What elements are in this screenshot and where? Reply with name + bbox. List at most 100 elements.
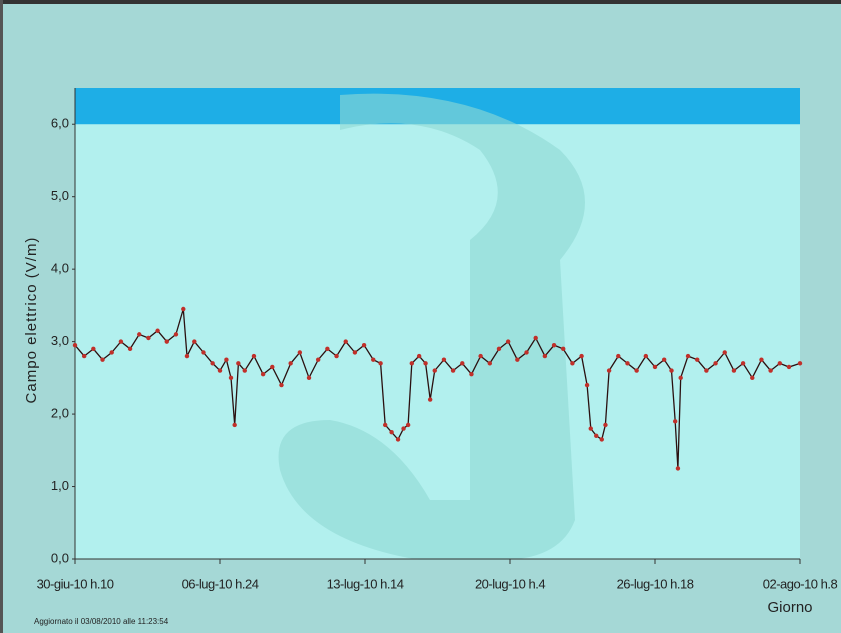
data-point [542,353,548,359]
y-tick-label: 3,0 [51,333,69,348]
data-point [181,306,186,312]
data-point [100,357,105,362]
data-point [260,372,266,377]
footer: Aggiornato il 03/08/2010 alle 11:23:54 [34,617,169,626]
data-point [155,328,160,333]
data-point [173,332,179,337]
data-point [786,364,792,370]
data-point [469,372,474,377]
data-point [91,346,96,352]
data-point [279,382,284,388]
data-point [192,339,197,344]
data-point [669,368,674,373]
data-point [405,422,411,428]
y-tick-label: 4,0 [51,261,69,276]
data-point [361,343,367,348]
data-point [441,357,447,362]
data-point [401,426,406,431]
data-point [768,368,773,373]
data-point [661,357,667,362]
y-tick-label: 0,0 [51,550,69,565]
data-point [478,353,483,359]
data-point [524,350,529,355]
x-tick-label: 26-lug-10 h.18 [617,576,694,591]
data-point [81,353,87,359]
data-point [297,350,303,355]
data-point [722,350,727,355]
data-point [109,350,114,355]
data-point [232,422,237,428]
data-point [118,339,124,344]
data-point [515,357,520,362]
data-point [505,339,511,344]
data-point [675,466,681,471]
data-point [334,353,339,359]
data-point [599,437,604,442]
x-tick-label: 06-lug-10 h.24 [182,576,259,591]
data-point [652,364,658,370]
data-point [242,368,247,373]
data-point [603,422,608,428]
data-point [72,343,78,348]
data-point [201,350,206,355]
data-point [382,422,388,428]
frame-left [0,0,3,633]
data-point [777,361,783,366]
data-point [704,368,709,373]
data-point [695,357,700,362]
data-point [409,361,415,366]
data-point [759,357,764,362]
data-point [288,361,293,366]
data-point [395,437,401,442]
y-axis-label: Campo elettrico (V/m) [23,237,40,404]
data-point [217,368,223,373]
data-point [625,361,630,366]
data-point [713,361,718,366]
data-point [487,361,493,366]
data-point [137,332,142,337]
data-point [606,368,612,373]
data-point [184,353,190,359]
data-point [371,357,376,362]
data-point [533,335,538,341]
data-point [210,361,215,366]
data-point [740,361,746,366]
data-point [594,433,599,439]
data-point [643,353,649,359]
data-point [315,357,321,362]
data-point [224,357,229,362]
data-point [423,361,428,366]
x-axis-label: Giorno [767,599,812,616]
x-tick-label: 13-lug-10 h.14 [327,576,404,591]
data-point [672,419,678,424]
data-point [343,339,348,344]
watermark [278,93,585,561]
data-point [570,361,575,366]
y-tick-label: 5,0 [51,188,69,203]
data-point [460,361,465,366]
data-point [797,361,803,366]
data-point [251,353,257,359]
frame-top [0,0,841,4]
y-tick-label: 6,0 [51,116,69,131]
data-point [551,343,557,348]
data-point [146,335,151,341]
data-point [378,361,383,366]
data-point [579,353,584,359]
data-point [416,353,422,359]
data-point [432,368,437,373]
data-point [685,353,691,359]
data-point [306,375,312,381]
data-point [127,346,133,352]
data-point [389,429,394,435]
data-point [584,382,590,388]
x-tick-label: 20-lug-10 h.4 [475,576,545,591]
data-point [731,368,737,373]
data-point [270,364,275,370]
data-point [427,397,433,402]
data-point [496,346,502,352]
data-point [634,368,639,373]
y-tick-label: 2,0 [51,406,69,421]
data-point [561,346,566,352]
x-tick-label: 02-ago-10 h.8 [763,576,838,591]
